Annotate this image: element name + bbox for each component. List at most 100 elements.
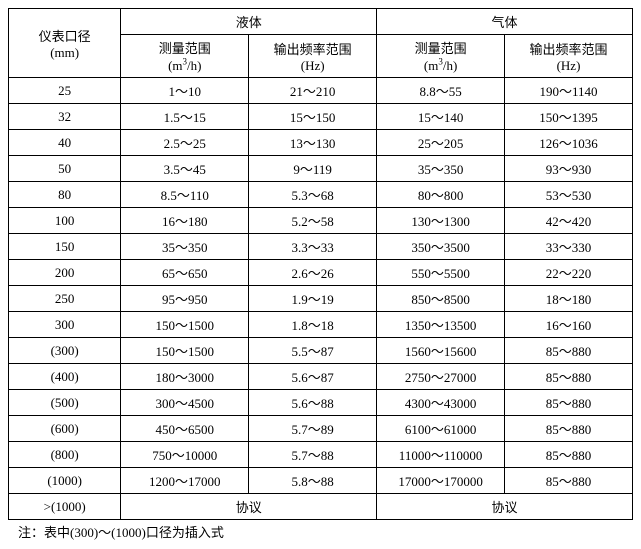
cell-caliber: 32 (9, 104, 121, 130)
table-row: 300150～15001.8～181350～1350016～160 (9, 312, 633, 338)
cell-gf: 42～420 (505, 208, 633, 234)
cell-gf: 18～180 (505, 286, 633, 312)
cell-gm: 6100～61000 (377, 416, 505, 442)
cell-lf: 5.6～87 (249, 364, 377, 390)
cell-lm: 300～4500 (121, 390, 249, 416)
cell-lf: 5.7～88 (249, 442, 377, 468)
table-row: (400)180～30005.6～872750～2700085～880 (9, 364, 633, 390)
cell-caliber: 50 (9, 156, 121, 182)
header-measure-range-label: 测量范围 (415, 41, 467, 56)
cell-lm: 1～10 (121, 78, 249, 104)
cell-gm: 11000～110000 (377, 442, 505, 468)
cell-caliber: (500) (9, 390, 121, 416)
cell-lm: 750～10000 (121, 442, 249, 468)
cell-caliber: 25 (9, 78, 121, 104)
cell-lf: 5.8～88 (249, 468, 377, 494)
table-row: 503.5～459～11935～35093～930 (9, 156, 633, 182)
table-row: 808.5～1105.3～6880～80053～530 (9, 182, 633, 208)
cell-gm: 80～800 (377, 182, 505, 208)
header-freq-unit: (Hz) (557, 58, 581, 73)
header-measure-unit: (m3/h) (168, 58, 201, 73)
header-freq-range-label: 输出频率范围 (274, 42, 352, 57)
table-row: 251～1021～2108.8～55190～1140 (9, 78, 633, 104)
cell-lm: 95～950 (121, 286, 249, 312)
cell-caliber: (300) (9, 338, 121, 364)
cell-gf: 22～220 (505, 260, 633, 286)
cell-lm: 2.5～25 (121, 130, 249, 156)
cell-lm: 1200～17000 (121, 468, 249, 494)
cell-gm: 15～140 (377, 104, 505, 130)
table-row: 402.5～2513～13025～205126～1036 (9, 130, 633, 156)
cell-caliber: 200 (9, 260, 121, 286)
cell-lm: 16～180 (121, 208, 249, 234)
cell-caliber: 100 (9, 208, 121, 234)
cell-lm: 150～1500 (121, 312, 249, 338)
cell-caliber: 80 (9, 182, 121, 208)
cell-gf: 150～1395 (505, 104, 633, 130)
table-body: 251～1021～2108.8～55190～1140321.5～1515～150… (9, 78, 633, 520)
header-caliber-label: 仪表口径 (39, 29, 91, 44)
cell-lf: 1.8～18 (249, 312, 377, 338)
cell-caliber: 250 (9, 286, 121, 312)
cell-gf: 85～880 (505, 442, 633, 468)
cell-gf: 33～330 (505, 234, 633, 260)
cell-gf: 85～880 (505, 468, 633, 494)
header-caliber: 仪表口径 (mm) (9, 9, 121, 78)
cell-caliber: 150 (9, 234, 121, 260)
cell-gf: 126～1036 (505, 130, 633, 156)
cell-gf: 85～880 (505, 416, 633, 442)
cell-gf: 16～160 (505, 312, 633, 338)
cell-gm: 8.8～55 (377, 78, 505, 104)
header-gas-measure: 测量范围 (m3/h) (377, 35, 505, 78)
cell-liquid-merged: 协议 (121, 494, 377, 520)
cell-lm: 1.5～15 (121, 104, 249, 130)
cell-gm: 35～350 (377, 156, 505, 182)
cell-gm: 1350～13500 (377, 312, 505, 338)
cell-lm: 35～350 (121, 234, 249, 260)
cell-lm: 450～6500 (121, 416, 249, 442)
table-row: (800)750～100005.7～8811000～11000085～880 (9, 442, 633, 468)
cell-gm: 130～1300 (377, 208, 505, 234)
cell-lf: 1.9～19 (249, 286, 377, 312)
cell-gf: 53～530 (505, 182, 633, 208)
table-row: 10016～1805.2～58130～130042～420 (9, 208, 633, 234)
cell-lm: 150～1500 (121, 338, 249, 364)
cell-lf: 5.3～68 (249, 182, 377, 208)
cell-lm: 3.5～45 (121, 156, 249, 182)
table-row: 321.5～1515～15015～140150～1395 (9, 104, 633, 130)
header-caliber-unit: (mm) (50, 45, 79, 60)
footnote: 注：表中(300)～(1000)口径为插入式 (8, 520, 633, 541)
header-liquid-freq: 输出频率范围 (Hz) (249, 35, 377, 78)
cell-lf: 5.5～87 (249, 338, 377, 364)
cell-gf: 85～880 (505, 364, 633, 390)
cell-gf: 190～1140 (505, 78, 633, 104)
table-row: 15035～3503.3～33350～350033～330 (9, 234, 633, 260)
cell-lm: 65～650 (121, 260, 249, 286)
header-freq-unit: (Hz) (301, 58, 325, 73)
cell-caliber: 300 (9, 312, 121, 338)
table-row: (1000)1200～170005.8～8817000～17000085～880 (9, 468, 633, 494)
cell-gm: 350～3500 (377, 234, 505, 260)
table-row: (300)150～15005.5～871560～1560085～880 (9, 338, 633, 364)
table-row: 25095～9501.9～19850～850018～180 (9, 286, 633, 312)
cell-gm: 550～5500 (377, 260, 505, 286)
cell-lf: 3.3～33 (249, 234, 377, 260)
header-liquid-group: 液体 (121, 9, 377, 35)
cell-lf: 2.6～26 (249, 260, 377, 286)
cell-caliber: (400) (9, 364, 121, 390)
cell-gm: 1560～15600 (377, 338, 505, 364)
cell-lf: 5.6～88 (249, 390, 377, 416)
cell-lf: 15～150 (249, 104, 377, 130)
cell-lf: 9～119 (249, 156, 377, 182)
cell-lf: 5.7～89 (249, 416, 377, 442)
cell-caliber: (800) (9, 442, 121, 468)
cell-gm: 2750～27000 (377, 364, 505, 390)
cell-lf: 13～130 (249, 130, 377, 156)
table-row: (500)300～45005.6～884300～4300085～880 (9, 390, 633, 416)
header-gas-group: 气体 (377, 9, 633, 35)
cell-gf: 85～880 (505, 338, 633, 364)
table-row: 20065～6502.6～26550～550022～220 (9, 260, 633, 286)
header-liquid-measure: 测量范围 (m3/h) (121, 35, 249, 78)
header-measure-unit: (m3/h) (424, 58, 457, 73)
cell-caliber: (600) (9, 416, 121, 442)
